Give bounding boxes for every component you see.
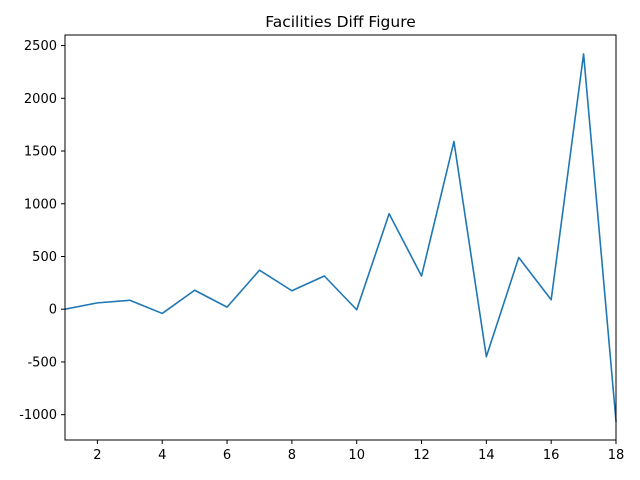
x-tick-label: 14 bbox=[478, 448, 495, 463]
series-line bbox=[64, 53, 617, 422]
chart-title: Facilities Diff Figure bbox=[265, 13, 416, 31]
y-tick-label: -500 bbox=[27, 355, 57, 370]
x-axis-ticks: 2 4 6 8 10 12 14 16 18 bbox=[93, 440, 624, 463]
x-tick-label: 18 bbox=[608, 448, 625, 463]
y-tick-label: 1500 bbox=[24, 145, 57, 160]
x-tick-label: 10 bbox=[348, 448, 365, 463]
y-tick-label: 500 bbox=[32, 250, 57, 265]
x-tick-label: 12 bbox=[413, 448, 430, 463]
y-tick-label: 2000 bbox=[24, 92, 57, 107]
x-tick-label: 8 bbox=[288, 448, 296, 463]
plot-area-frame bbox=[64, 34, 617, 441]
y-tick-label: 1000 bbox=[24, 197, 57, 212]
y-tick-label: 0 bbox=[49, 303, 57, 318]
x-tick-label: 6 bbox=[223, 448, 231, 463]
x-tick-label: 4 bbox=[158, 448, 166, 463]
series-layer bbox=[64, 53, 617, 422]
x-tick-label: 16 bbox=[543, 448, 560, 463]
y-tick-label: -1000 bbox=[19, 408, 57, 423]
y-tick-label: 2500 bbox=[24, 39, 57, 54]
x-tick-label: 2 bbox=[93, 448, 101, 463]
y-axis-ticks: -1000 -500 0 500 1000 1500 2000 2500 bbox=[19, 39, 65, 423]
